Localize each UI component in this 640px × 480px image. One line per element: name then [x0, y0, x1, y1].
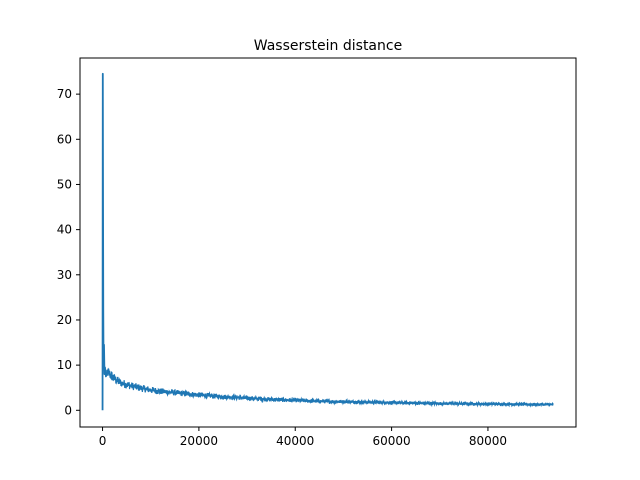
y-tick-label: 40	[57, 223, 72, 237]
axes-frame	[79, 57, 577, 428]
x-tick-label: 20000	[180, 434, 218, 448]
plot-area	[80, 58, 576, 427]
chart-title: Wasserstein distance	[254, 38, 402, 54]
y-tick-label: 30	[57, 268, 72, 282]
series-line	[101, 72, 554, 411]
x-tick-label: 0	[99, 434, 107, 448]
y-tick-label: 50	[57, 177, 72, 191]
x-tick-label: 40000	[276, 434, 314, 448]
y-tick-label: 10	[57, 358, 72, 372]
series-layer	[101, 72, 554, 411]
y-axis-ticks: 0 10 20 30 40 50 60 70	[57, 87, 80, 417]
x-tick-label: 60000	[372, 434, 410, 448]
x-axis-ticks: 0 20000 40000 60000 80000	[99, 427, 507, 448]
y-tick-label: 70	[57, 87, 72, 101]
y-tick-label: 20	[57, 313, 72, 327]
y-tick-label: 0	[64, 403, 72, 417]
y-tick-label: 60	[57, 132, 72, 146]
x-tick-label: 80000	[469, 434, 507, 448]
